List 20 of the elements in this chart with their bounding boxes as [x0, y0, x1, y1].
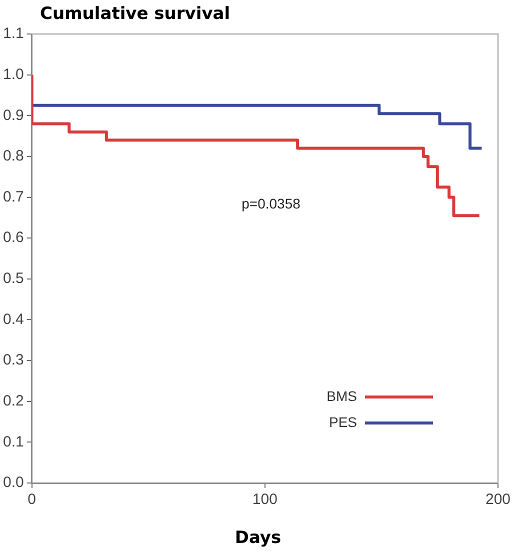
y-tick-label: 0.6 [2, 229, 24, 246]
y-tick-label: 0.3 [2, 352, 24, 369]
y-tick-label: 0.1 [2, 433, 24, 450]
y-tick-label: 1.1 [2, 25, 24, 42]
y-tick-label: 0.9 [2, 106, 24, 124]
legend-label: BMS [326, 388, 357, 404]
x-tick-label: 200 [485, 491, 511, 508]
x-tick-label: 0 [28, 491, 36, 508]
y-tick-label: 1.0 [2, 66, 24, 83]
x-axis-title: Days [234, 528, 282, 548]
legend-label: PES [328, 414, 357, 430]
annotation: p=0.0358 [242, 195, 301, 212]
y-tick-label: 0.2 [2, 392, 24, 410]
y-tick-label: 0.5 [2, 270, 24, 288]
y-tick-label: 0.7 [2, 188, 24, 206]
y-tick-label: 0.8 [2, 148, 24, 165]
x-tick-label: 100 [252, 491, 278, 508]
y-tick-label: 0.0 [2, 474, 24, 492]
chart-title: Cumulative survival [40, 4, 230, 24]
y-tick-label: 0.4 [2, 310, 24, 328]
